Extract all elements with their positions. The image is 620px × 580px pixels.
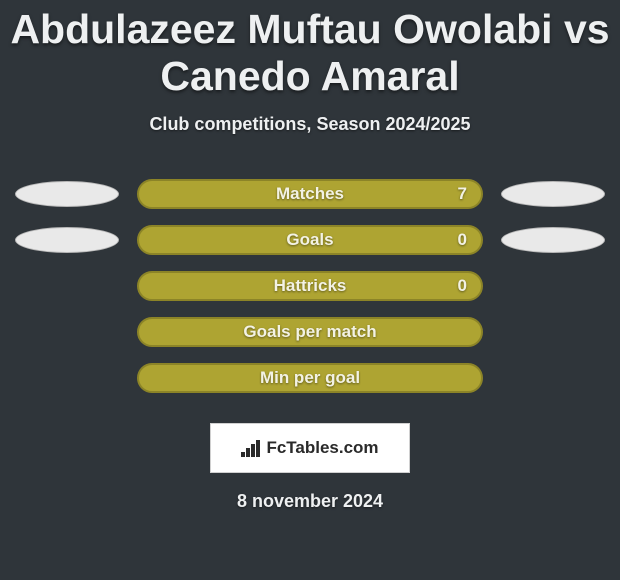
- stat-bar: Hattricks 0: [137, 271, 483, 301]
- logo-box: FcTables.com: [210, 423, 410, 473]
- bars-icon: [241, 439, 260, 457]
- page-title: Abdulazeez Muftau Owolabi vs Canedo Amar…: [8, 0, 612, 100]
- stat-label: Min per goal: [260, 368, 360, 388]
- right-value-ellipse: [501, 181, 605, 207]
- stat-row: Goals 0: [8, 217, 612, 263]
- comparison-card: Abdulazeez Muftau Owolabi vs Canedo Amar…: [0, 0, 620, 580]
- stat-value: 0: [458, 276, 467, 296]
- stat-label: Goals: [286, 230, 333, 250]
- right-value-ellipse: [501, 227, 605, 253]
- stat-bar: Goals per match: [137, 317, 483, 347]
- stat-value: 0: [458, 230, 467, 250]
- subtitle: Club competitions, Season 2024/2025: [8, 114, 612, 135]
- stat-label: Hattricks: [274, 276, 347, 296]
- stat-bar: Min per goal: [137, 363, 483, 393]
- left-value-ellipse: [15, 181, 119, 207]
- stat-bar: Matches 7: [137, 179, 483, 209]
- stat-row: Matches 7: [8, 171, 612, 217]
- left-value-ellipse: [15, 227, 119, 253]
- stat-row: Hattricks 0: [8, 263, 612, 309]
- stat-row: Min per goal: [8, 355, 612, 401]
- stat-rows: Matches 7 Goals 0 Hattricks 0 Goals per match M…: [8, 171, 612, 401]
- stat-row: Goals per match: [8, 309, 612, 355]
- stat-label: Goals per match: [243, 322, 376, 342]
- logo-text: FcTables.com: [266, 438, 378, 458]
- stat-value: 7: [458, 184, 467, 204]
- stat-bar: Goals 0: [137, 225, 483, 255]
- stat-label: Matches: [276, 184, 344, 204]
- date-label: 8 november 2024: [8, 491, 612, 512]
